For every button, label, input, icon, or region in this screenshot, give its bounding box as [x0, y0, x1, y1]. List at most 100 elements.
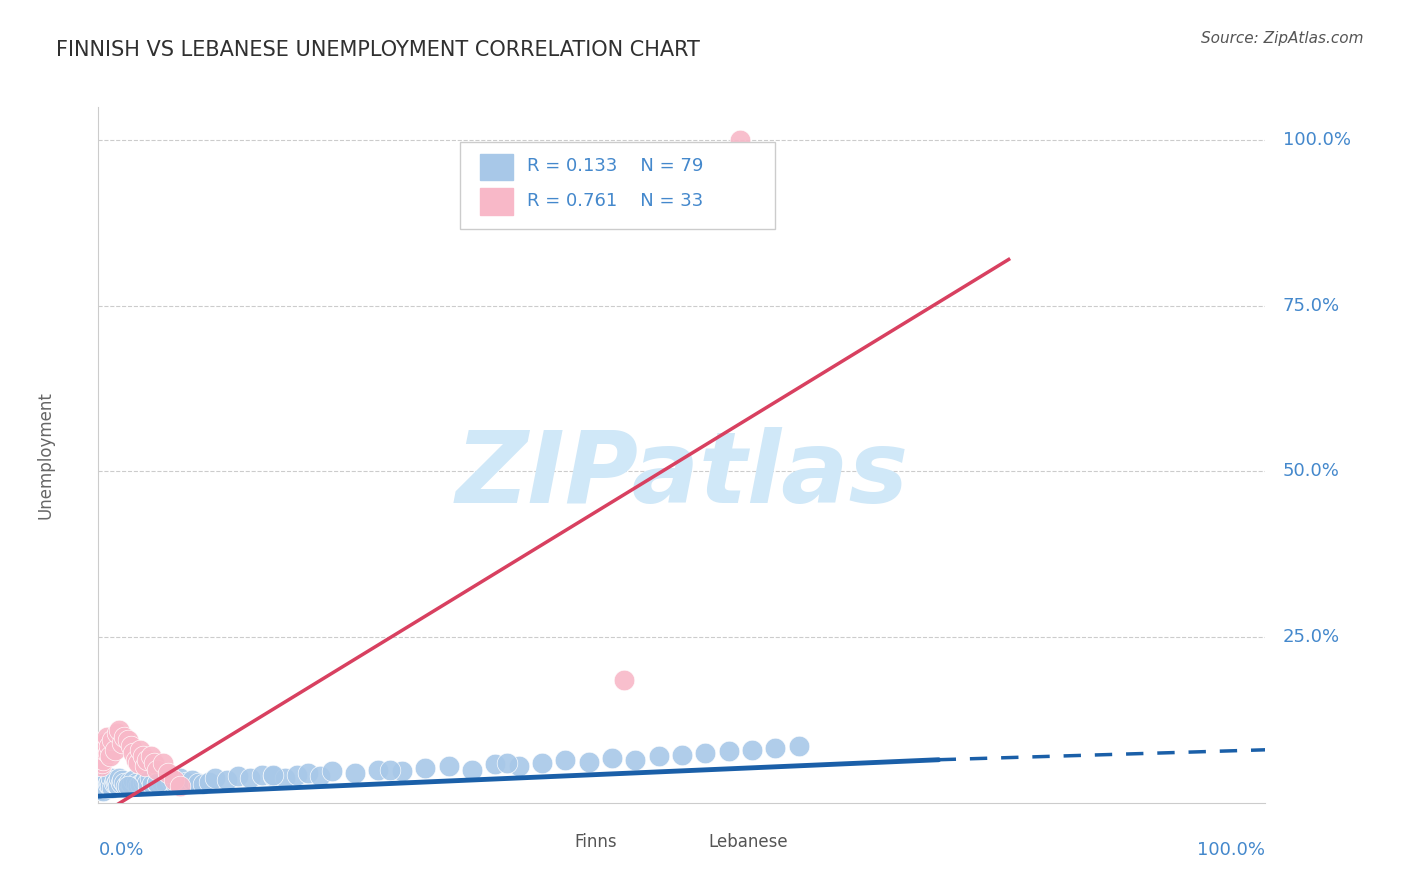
Point — [239, 771, 262, 785]
Point — [101, 781, 124, 796]
Point — [143, 756, 166, 770]
Point — [193, 777, 215, 791]
Point — [115, 779, 138, 793]
Point — [120, 739, 142, 754]
Point — [198, 774, 221, 789]
Point — [624, 753, 647, 767]
Point — [132, 774, 155, 789]
Point — [117, 779, 139, 793]
Point — [367, 763, 389, 777]
Point — [104, 772, 127, 787]
Point — [139, 749, 162, 764]
Point — [96, 772, 118, 787]
Point — [613, 673, 636, 688]
Point — [127, 756, 149, 770]
Point — [215, 772, 238, 787]
Text: 100.0%: 100.0% — [1282, 131, 1351, 149]
Point — [117, 732, 139, 747]
Point — [671, 748, 693, 763]
Bar — [479, 153, 513, 180]
Point — [132, 749, 155, 764]
Point — [100, 771, 122, 785]
Point — [90, 759, 112, 773]
Point — [129, 777, 152, 791]
Text: R = 0.761    N = 33: R = 0.761 N = 33 — [527, 192, 703, 210]
Point — [484, 757, 506, 772]
Point — [93, 776, 115, 790]
Point — [787, 739, 810, 754]
Point — [262, 769, 284, 783]
Point — [274, 771, 297, 785]
Point — [152, 756, 174, 770]
Point — [91, 784, 114, 798]
Text: R = 0.133    N = 79: R = 0.133 N = 79 — [527, 157, 703, 175]
Point — [741, 743, 763, 757]
Point — [110, 776, 132, 790]
Point — [129, 743, 152, 757]
Point — [120, 777, 142, 791]
Point — [122, 746, 145, 760]
Point — [600, 750, 623, 764]
Point — [228, 769, 250, 783]
Point — [134, 759, 156, 773]
Point — [496, 756, 519, 770]
Point — [104, 777, 127, 791]
Text: Source: ZipAtlas.com: Source: ZipAtlas.com — [1201, 31, 1364, 46]
Point — [112, 730, 135, 744]
Point — [344, 766, 367, 780]
Point — [136, 776, 159, 790]
Point — [103, 776, 125, 790]
Point — [321, 764, 343, 778]
Point — [413, 761, 436, 775]
Point — [97, 777, 120, 791]
Point — [108, 771, 131, 785]
Point — [107, 779, 129, 793]
Point — [111, 772, 134, 787]
Point — [647, 749, 669, 764]
Point — [134, 772, 156, 787]
Text: 100.0%: 100.0% — [1198, 841, 1265, 859]
Point — [98, 779, 121, 793]
Point — [391, 764, 413, 778]
Point — [98, 749, 121, 764]
Text: Finns: Finns — [575, 833, 617, 851]
Point — [118, 774, 141, 789]
Point — [141, 777, 163, 791]
Text: ZIPatlas: ZIPatlas — [456, 427, 908, 524]
Point — [437, 759, 460, 773]
Point — [146, 763, 169, 777]
Point — [554, 753, 576, 767]
Point — [285, 768, 308, 782]
Point — [122, 772, 145, 787]
Point — [717, 744, 740, 758]
Bar — [479, 188, 513, 215]
Point — [139, 771, 162, 785]
Point — [204, 771, 226, 785]
Point — [90, 756, 112, 770]
Point — [250, 768, 273, 782]
Point — [146, 776, 169, 790]
Point — [104, 743, 127, 757]
Point — [155, 777, 177, 791]
Point — [97, 739, 120, 754]
Point — [165, 776, 187, 790]
Point — [763, 741, 786, 756]
Text: 25.0%: 25.0% — [1282, 628, 1340, 646]
Point — [508, 759, 530, 773]
Point — [157, 766, 180, 780]
Point — [578, 755, 600, 769]
FancyBboxPatch shape — [460, 142, 775, 229]
Point — [93, 743, 115, 757]
Point — [150, 774, 173, 789]
Point — [730, 133, 752, 147]
Bar — [676, 832, 702, 852]
Point — [105, 774, 128, 789]
Text: Unemployment: Unemployment — [37, 391, 55, 519]
Point — [90, 782, 112, 797]
Point — [136, 753, 159, 767]
Point — [159, 772, 181, 787]
Point — [169, 771, 191, 785]
Point — [169, 779, 191, 793]
Point — [309, 769, 332, 783]
Point — [530, 756, 553, 770]
